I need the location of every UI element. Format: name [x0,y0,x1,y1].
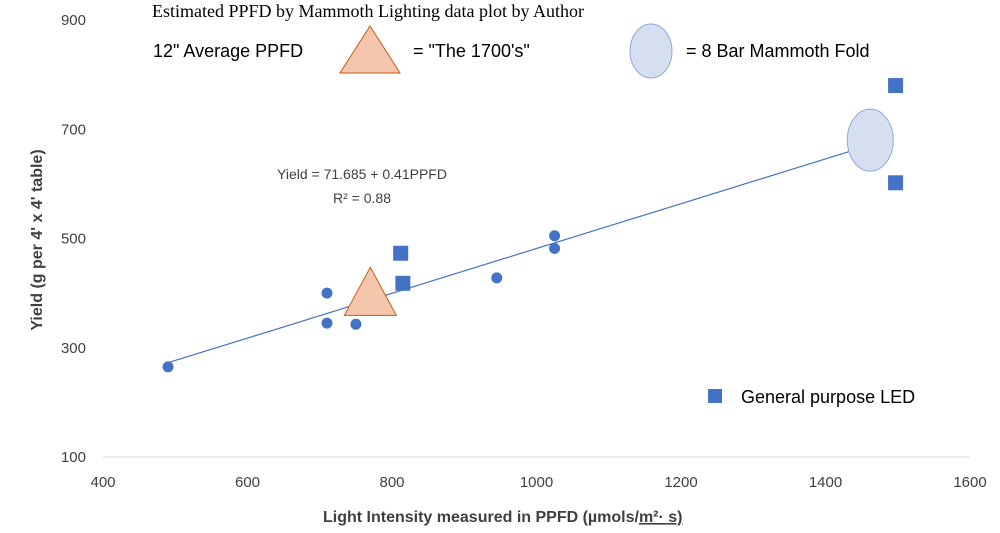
x-tick-label: 1400 [809,474,842,491]
y-tick-label: 900 [61,12,86,29]
data-point-square [393,245,409,261]
data-point-circle [549,230,561,242]
legend-square-icon [708,389,722,403]
ellipse-marker-mammoth-fold [846,108,894,172]
data-point-circle [321,287,333,299]
legend-general-purpose-led-label: General purpose LED [741,387,915,407]
x-tick-label: 800 [379,474,404,491]
x-axis-ticks: 400 600 800 1000 1200 1400 1600 [90,474,986,491]
data-point-circle [350,318,362,330]
x-tick-label: 400 [90,474,115,491]
legend-mammoth-fold-label: = 8 Bar Mammoth Fold [686,41,870,61]
legend-triangle-icon [339,25,401,74]
data-point-square [395,275,411,291]
y-tick-label: 100 [61,449,86,466]
x-tick-label: 1600 [953,474,986,491]
trendline [167,144,870,364]
legend-average-ppfd-label: 12" Average PPFD [153,41,303,61]
r-squared: R² = 0.88 [333,190,391,206]
y-tick-label: 500 [61,231,86,248]
data-point-circle [162,361,174,373]
chart-title: Estimated PPFD by Mammoth Lighting data … [152,1,584,21]
x-tick-label: 600 [235,474,260,491]
y-tick-label: 700 [61,121,86,138]
trendline-equation: Yield = 71.685 + 0.41PPFD [277,166,447,182]
x-axis-label-main: Light Intensity measured in PPFD (µmols/ [323,509,639,526]
x-axis-label-unit: m²· s) [639,509,683,526]
legend-ellipse-icon [629,23,673,79]
legend-1700s-label: = "The 1700's" [413,41,530,61]
x-tick-label: 1000 [520,474,553,491]
x-axis-label: Light Intensity measured in PPFD (µmols/… [323,509,683,526]
y-axis-label: Yield (g per 4' x 4' table) [29,149,46,330]
y-tick-label: 300 [61,340,86,357]
data-point-circle [321,317,333,329]
x-tick-label: 1200 [664,474,697,491]
data-point-square [888,78,904,94]
annotations [343,108,894,316]
data-point-circle [491,272,503,284]
y-axis-ticks: 100 300 500 700 900 [61,12,86,466]
data-point-circle [549,242,561,254]
data-point-square [888,175,904,191]
data-points [162,78,904,373]
triangle-marker-1700s [343,266,398,316]
